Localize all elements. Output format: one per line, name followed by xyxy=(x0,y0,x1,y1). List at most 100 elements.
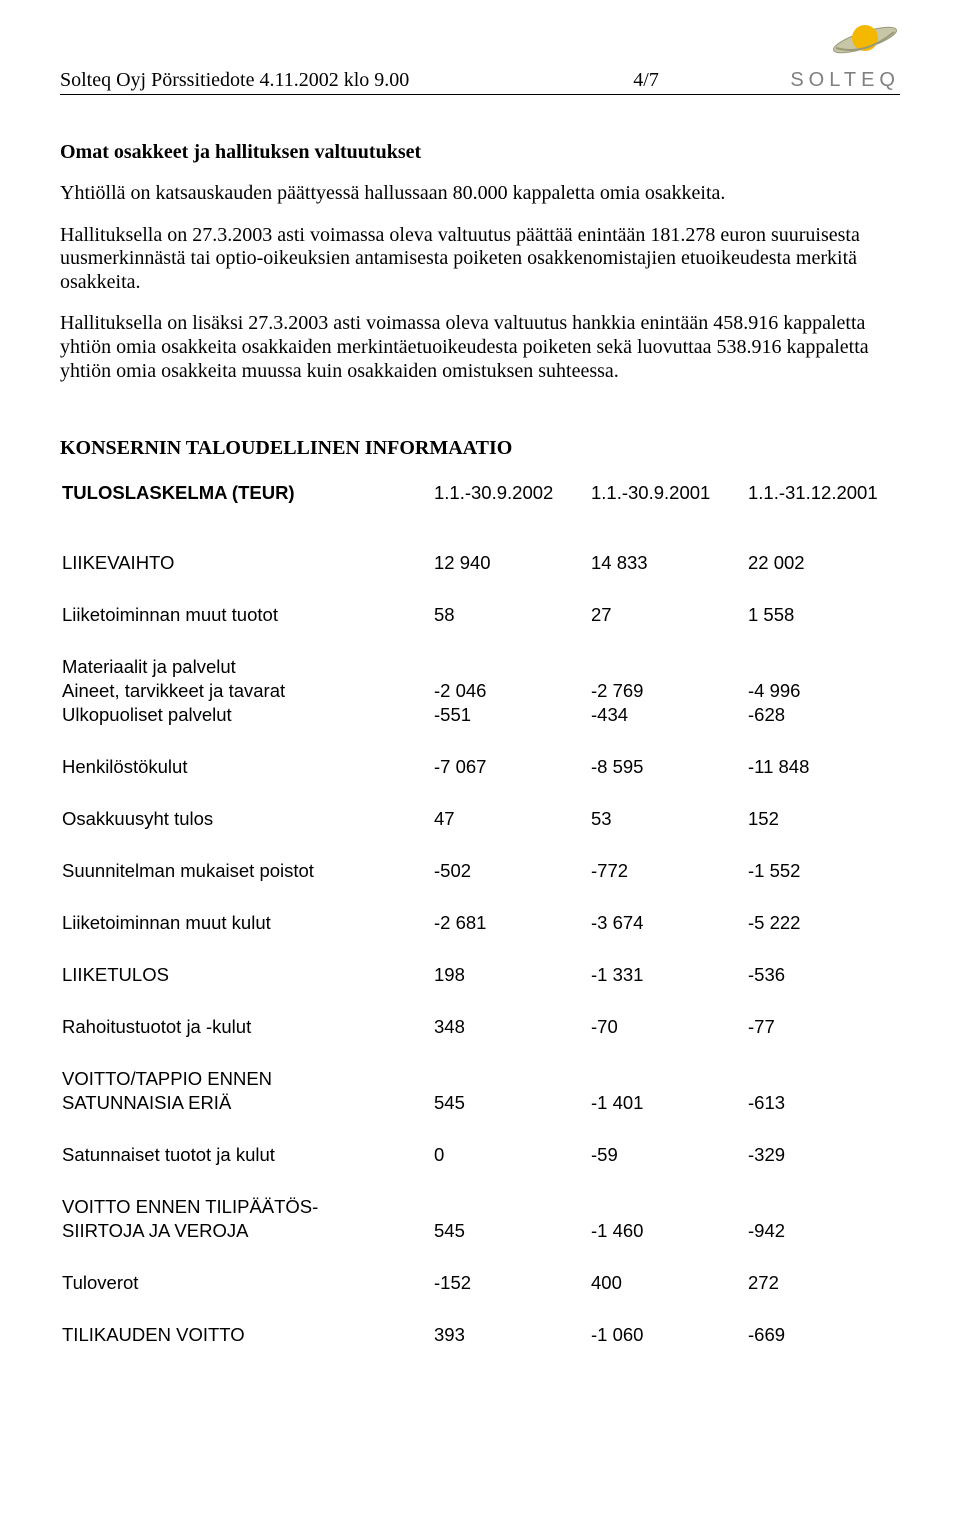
row-muut-kulut: Liiketoiminnan muut kulut -2 681 -3 674 … xyxy=(62,912,908,934)
cell-label: Aineet, tarvikkeet ja tavarat xyxy=(62,680,432,702)
cell-val: -613 xyxy=(748,1092,908,1114)
spacer xyxy=(62,506,908,550)
konsernin-heading: KONSERNIN TALOUDELLINEN INFORMAATIO xyxy=(60,437,900,460)
cell-label: Rahoitustuotot ja -kulut xyxy=(62,1016,432,1038)
row-muut-tuotot: Liiketoiminnan muut tuotot 58 27 1 558 xyxy=(62,604,908,626)
own-shares-section: Omat osakkeet ja hallituksen valtuutukse… xyxy=(60,141,900,383)
cell-val: 0 xyxy=(434,1144,589,1166)
period-1: 1.1.-30.9.2002 xyxy=(434,482,589,504)
cell-val: -551 xyxy=(434,704,589,726)
cell-val: 1 558 xyxy=(748,604,908,626)
period-3: 1.1.-31.12.2001 xyxy=(748,482,908,504)
cell-val: -772 xyxy=(591,860,746,882)
cell-val: -4 996 xyxy=(748,680,908,702)
row-tuloverot: Tuloverot -152 400 272 xyxy=(62,1272,908,1294)
paragraph-1: Yhtiöllä on katsauskauden päättyessä hal… xyxy=(60,182,900,206)
cell-val: -3 674 xyxy=(591,912,746,934)
cell-val: -152 xyxy=(434,1272,589,1294)
cell-label: LIIKEVAIHTO xyxy=(62,552,432,574)
cell-val: -2 046 xyxy=(434,680,589,702)
cell-label: Liiketoiminnan muut tuotot xyxy=(62,604,432,626)
cell-val: -669 xyxy=(748,1324,908,1346)
logo: SOLTEQ xyxy=(790,18,900,92)
cell-val: 198 xyxy=(434,964,589,986)
cell-val: -70 xyxy=(591,1016,746,1038)
cell-label: Suunnitelman mukaiset poistot xyxy=(62,860,432,882)
spacer xyxy=(62,1040,908,1066)
row-henkilosto: Henkilöstökulut -7 067 -8 595 -11 848 xyxy=(62,756,908,778)
spacer xyxy=(62,628,908,654)
cell-label: LIIKETULOS xyxy=(62,964,432,986)
cell-val: -59 xyxy=(591,1144,746,1166)
spacer xyxy=(62,1296,908,1322)
cell-val: -7 067 xyxy=(434,756,589,778)
spacer xyxy=(62,988,908,1014)
cell-val: -2 769 xyxy=(591,680,746,702)
cell-val: 545 xyxy=(434,1092,589,1114)
cell-val: -942 xyxy=(748,1220,908,1242)
cell-val: 53 xyxy=(591,808,746,830)
cell-val: 348 xyxy=(434,1016,589,1038)
cell-val: -536 xyxy=(748,964,908,986)
cell-val: -2 681 xyxy=(434,912,589,934)
row-tilikauden: TILIKAUDEN VOITTO 393 -1 060 -669 xyxy=(62,1324,908,1346)
logo-text: SOLTEQ xyxy=(790,69,900,92)
row-voitto-tilip-l1: VOITTO ENNEN TILIPÄÄTÖS- xyxy=(62,1196,908,1218)
own-shares-heading: Omat osakkeet ja hallituksen valtuutukse… xyxy=(60,141,900,164)
cell-val: -5 222 xyxy=(748,912,908,934)
row-voitto-sat: SATUNNAISIA ERIÄ 545 -1 401 -613 xyxy=(62,1092,908,1114)
cell-label: Tuloverot xyxy=(62,1272,432,1294)
financial-info-section: KONSERNIN TALOUDELLINEN INFORMAATIO TULO… xyxy=(60,437,900,1348)
page-header: Solteq Oyj Pörssitiedote 4.11.2002 klo 9… xyxy=(60,18,900,92)
cell-label: VOITTO ENNEN TILIPÄÄTÖS- xyxy=(62,1196,432,1218)
cell-label: Osakkuusyht tulos xyxy=(62,808,432,830)
cell-val: -1 331 xyxy=(591,964,746,986)
spacer xyxy=(62,1116,908,1142)
header-divider xyxy=(60,94,900,95)
spacer xyxy=(62,576,908,602)
spacer xyxy=(62,1168,908,1194)
row-osakkuus: Osakkuusyht tulos 47 53 152 xyxy=(62,808,908,830)
cell-label: Henkilöstökulut xyxy=(62,756,432,778)
row-liikevaihto: LIIKEVAIHTO 12 940 14 833 22 002 xyxy=(62,552,908,574)
period-2: 1.1.-30.9.2001 xyxy=(591,482,746,504)
cell-label: TILIKAUDEN VOITTO xyxy=(62,1324,432,1346)
cell-val: -11 848 xyxy=(748,756,908,778)
page-number: 4/7 xyxy=(633,69,659,91)
cell-val: 27 xyxy=(591,604,746,626)
cell-val: -8 595 xyxy=(591,756,746,778)
cell-val: -502 xyxy=(434,860,589,882)
cell-val: -1 401 xyxy=(591,1092,746,1114)
cell-val: 12 940 xyxy=(434,552,589,574)
spacer xyxy=(62,728,908,754)
cell-val: 272 xyxy=(748,1272,908,1294)
spacer xyxy=(62,936,908,962)
cell-val: -1 060 xyxy=(591,1324,746,1346)
cell-label: Ulkopuoliset palvelut xyxy=(62,704,432,726)
spacer xyxy=(62,832,908,858)
cell-val: 22 002 xyxy=(748,552,908,574)
cell-val: 393 xyxy=(434,1324,589,1346)
cell-label: SATUNNAISIA ERIÄ xyxy=(62,1092,432,1114)
spacer xyxy=(62,884,908,910)
cell-val: 58 xyxy=(434,604,589,626)
row-liiketulos: LIIKETULOS 198 -1 331 -536 xyxy=(62,964,908,986)
cell-label: Materiaalit ja palvelut xyxy=(62,656,432,678)
paragraph-2: Hallituksella on 27.3.2003 asti voimassa… xyxy=(60,224,900,295)
cell-label: VOITTO/TAPPIO ENNEN xyxy=(62,1068,432,1090)
cell-val: -628 xyxy=(748,704,908,726)
row-aineet: Aineet, tarvikkeet ja tavarat -2 046 -2 … xyxy=(62,680,908,702)
row-rahoitus: Rahoitustuotot ja -kulut 348 -70 -77 xyxy=(62,1016,908,1038)
cell-val: 400 xyxy=(591,1272,746,1294)
header-left-wrap: Solteq Oyj Pörssitiedote 4.11.2002 klo 9… xyxy=(60,69,659,92)
cell-label: SIIRTOJA JA VEROJA xyxy=(62,1220,432,1242)
planet-icon xyxy=(830,18,900,62)
cell-val: -77 xyxy=(748,1016,908,1038)
cell-val: 545 xyxy=(434,1220,589,1242)
cell-val: -1 460 xyxy=(591,1220,746,1242)
cell-val: -1 552 xyxy=(748,860,908,882)
cell-val: -329 xyxy=(748,1144,908,1166)
cell-label: Satunnaiset tuotot ja kulut xyxy=(62,1144,432,1166)
spacer xyxy=(62,780,908,806)
cell-val: -434 xyxy=(591,704,746,726)
